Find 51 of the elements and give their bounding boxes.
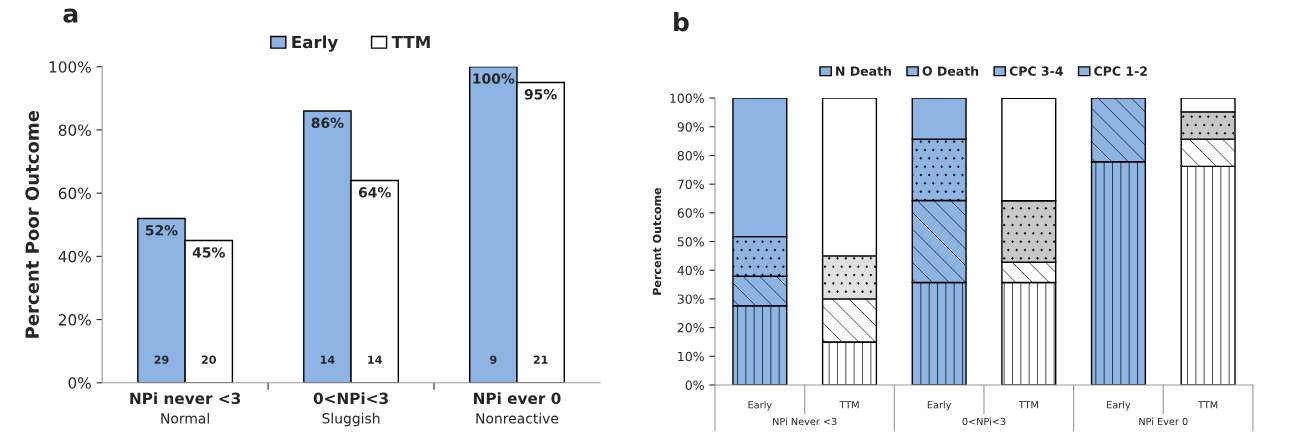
data-label: 64% (358, 187, 391, 198)
legend-label: Early (292, 35, 338, 52)
text: NPi Ever 0 (1139, 417, 1188, 426)
y-tick-label: 70% (677, 179, 704, 190)
data-label: 86% (311, 117, 344, 129)
annotation: 14 (368, 355, 382, 364)
text: NPi Never <3 (773, 417, 837, 426)
annotation: 29 (154, 355, 169, 364)
y-tick-label: 30% (677, 294, 704, 304)
y-tick-label: 100% (49, 61, 91, 73)
y-tick-label: 60% (677, 208, 704, 218)
x-tick-label: Early (748, 400, 772, 411)
data-label: 95% (524, 89, 557, 100)
x-tick-label: NPi never <3 Normal (130, 392, 241, 424)
y-tick-label: 50% (677, 237, 704, 247)
x-tick-label: TTM (839, 401, 859, 409)
x-tick-label: TTM (1198, 401, 1218, 409)
annotation: 14 (320, 355, 335, 364)
y-tick-label: 0% (685, 380, 704, 390)
y-axis-title: Percent Poor Outcome (25, 110, 39, 338)
chart-title: b (674, 12, 689, 32)
legend-label: TTM (391, 35, 430, 49)
y-tick-label: 0% (68, 377, 91, 389)
data-label: 45% (192, 247, 225, 258)
y-tick-label: 80% (677, 150, 704, 161)
data-label: 52% (145, 225, 178, 236)
legend-label: O Death (922, 66, 979, 76)
data-label: 100% (473, 73, 515, 84)
y-tick-label: 90% (677, 122, 704, 132)
legend-label: CPC 1-2 (1094, 66, 1147, 76)
y-tick-label: 20% (677, 323, 704, 333)
x-tick-label: 0<NPi<3 Sluggish (313, 392, 388, 427)
y-tick-label: 100% (670, 93, 704, 104)
y-tick-label: 40% (677, 265, 704, 276)
legend-label: N Death (836, 66, 891, 76)
y-tick-label: 60% (58, 187, 91, 200)
y-tick-label: 20% (58, 314, 91, 326)
x-tick-label: TTM (1018, 401, 1038, 409)
y-axis-title: Percent Outcome (652, 187, 662, 295)
y-tick-label: 10% (678, 351, 704, 362)
chart-title: a (63, 8, 78, 23)
legend-label: CPC 3-4 (1009, 66, 1063, 76)
annotation: 21 (533, 355, 548, 364)
text: 0<NPi<3 (962, 417, 1006, 426)
y-tick-label: 80% (58, 124, 91, 136)
annotation: 20 (201, 355, 216, 364)
annotation: 9 (490, 355, 497, 364)
x-tick-label: NPi ever 0 Nonreactive (474, 392, 561, 424)
x-tick-label: Early (927, 400, 952, 411)
y-tick-label: 40% (58, 250, 91, 263)
x-tick-label: Early (1107, 400, 1131, 411)
